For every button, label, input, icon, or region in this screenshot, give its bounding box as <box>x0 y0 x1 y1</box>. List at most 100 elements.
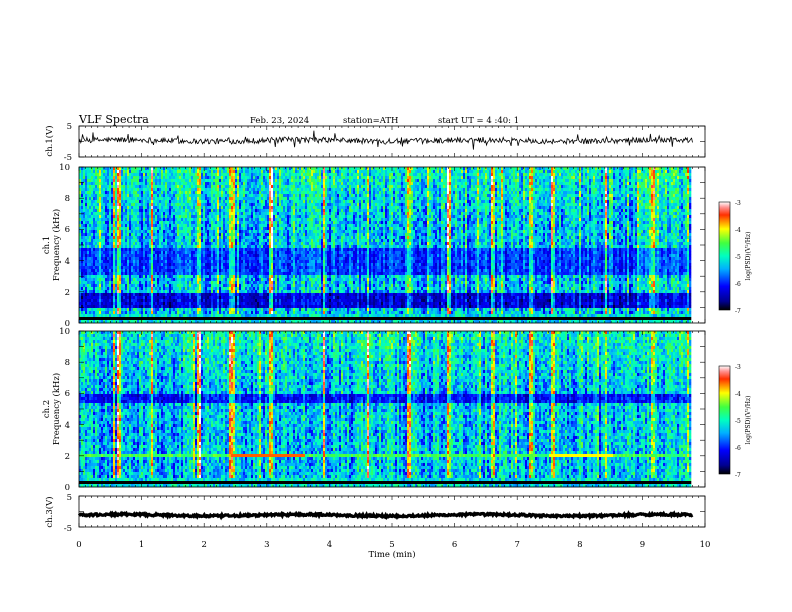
spectrogram-cell <box>133 227 135 230</box>
spectrogram-cell <box>143 188 145 191</box>
spectrogram-cell <box>179 260 181 263</box>
spectrogram-cell <box>121 302 123 305</box>
spectrogram-cell <box>227 179 229 182</box>
spectrogram-cell <box>127 278 129 281</box>
spectrogram-cell <box>127 182 129 185</box>
spectrogram-cell <box>161 215 163 218</box>
spectrogram-cell <box>81 179 83 182</box>
spectrogram-cell <box>131 251 133 254</box>
spectrogram-cell <box>89 281 91 284</box>
spectrogram-cell <box>117 206 119 209</box>
spectrogram-cell <box>197 257 199 260</box>
spectrogram-cell <box>135 194 137 197</box>
spectrogram-cell <box>163 248 165 251</box>
spectrogram-cell <box>97 197 99 200</box>
spectrogram-cell <box>135 260 137 263</box>
spectrogram-cell <box>179 281 181 284</box>
spectrogram-cell <box>109 185 111 188</box>
spectrogram-cell <box>149 212 151 215</box>
spectrogram-cell <box>211 233 213 236</box>
spectrogram-cell <box>245 224 247 227</box>
spectrogram-cell <box>87 248 89 251</box>
spectrogram-cell <box>81 200 83 203</box>
spectrogram-cell <box>183 263 185 266</box>
spectrogram-cell <box>241 296 243 299</box>
spectrogram-cell <box>153 218 155 221</box>
spectrogram-cell <box>141 305 143 308</box>
spectrogram-cell <box>183 284 185 287</box>
spectrogram-cell <box>151 185 153 188</box>
spectrogram-cell <box>115 251 117 254</box>
spectrogram-cell <box>87 191 89 194</box>
spectrogram-cell <box>177 305 179 308</box>
spectrogram-cell <box>165 197 167 200</box>
spectrogram-cell <box>137 275 139 278</box>
spectrogram-cell <box>187 170 189 173</box>
spectrogram-cell <box>211 251 213 254</box>
spectrogram-cell <box>107 302 109 305</box>
spectrogram-cell <box>113 287 115 290</box>
spectrogram-cell <box>149 278 151 281</box>
spectrogram-cell <box>85 188 87 191</box>
spectrogram-cell <box>159 176 161 179</box>
spectrogram-cell <box>241 284 243 287</box>
spectrogram-cell <box>163 173 165 176</box>
spectrogram-cell <box>235 266 237 269</box>
spectrogram-cell <box>217 263 219 266</box>
spectrogram-cell <box>105 191 107 194</box>
spectrogram-cell <box>87 311 89 314</box>
spectrogram-cell <box>231 236 233 239</box>
spectrogram-cell <box>251 227 253 230</box>
spectrogram-cell <box>143 296 145 299</box>
spectrogram-cell <box>173 308 175 311</box>
spectrogram-cell <box>157 167 159 170</box>
spectrogram-cell <box>169 170 171 173</box>
spectrogram-cell <box>133 260 135 263</box>
spectrogram-cell <box>237 197 239 200</box>
spectrogram-cell <box>239 233 241 236</box>
spectrogram-cell <box>155 185 157 188</box>
spectrogram-cell <box>203 200 205 203</box>
spectrogram-cell <box>211 188 213 191</box>
spectrogram-cell <box>229 305 231 308</box>
spectrogram-cell <box>137 233 139 236</box>
spectrogram-cell <box>209 206 211 209</box>
spectrogram-cell <box>161 281 163 284</box>
spectrogram-cell <box>257 287 259 290</box>
spectrogram-cell <box>103 182 105 185</box>
spectrogram-cell <box>225 191 227 194</box>
spectrogram-cell <box>103 272 105 275</box>
spectrogram-cell <box>141 224 143 227</box>
spectrogram-cell <box>243 197 245 200</box>
spectrogram-cell <box>85 275 87 278</box>
spectrogram-cell <box>187 287 189 290</box>
spectrogram-cell <box>143 275 145 278</box>
spectrogram-cell <box>151 260 153 263</box>
spectrogram-cell <box>165 314 167 317</box>
spectrogram-cell <box>173 245 175 248</box>
spectrogram-cell <box>219 257 221 260</box>
spectrogram-cell <box>177 260 179 263</box>
spectrogram-cell <box>245 191 247 194</box>
spectrogram-cell <box>231 233 233 236</box>
spectrogram-cell <box>143 236 145 239</box>
spectrogram-cell <box>207 272 209 275</box>
spectrogram-cell <box>125 200 127 203</box>
spectrogram-cell <box>157 278 159 281</box>
spectrogram-cell <box>245 215 247 218</box>
spectrogram-cell <box>189 221 191 224</box>
spectrogram-cell <box>163 290 165 293</box>
spectrogram-cell <box>199 257 201 260</box>
spectrogram-cell <box>191 209 193 212</box>
spectrogram-cell <box>99 317 101 320</box>
spectrogram-cell <box>115 290 117 293</box>
spectrogram-cell <box>191 281 193 284</box>
spectrogram-cell <box>111 209 113 212</box>
spectrogram-cell <box>223 251 225 254</box>
spectrogram-cell <box>101 200 103 203</box>
spectrogram-cell <box>89 254 91 257</box>
spectrogram-cell <box>241 224 243 227</box>
spectrogram-cell <box>183 314 185 317</box>
spectrogram-cell <box>97 206 99 209</box>
spectrogram-cell <box>163 188 165 191</box>
